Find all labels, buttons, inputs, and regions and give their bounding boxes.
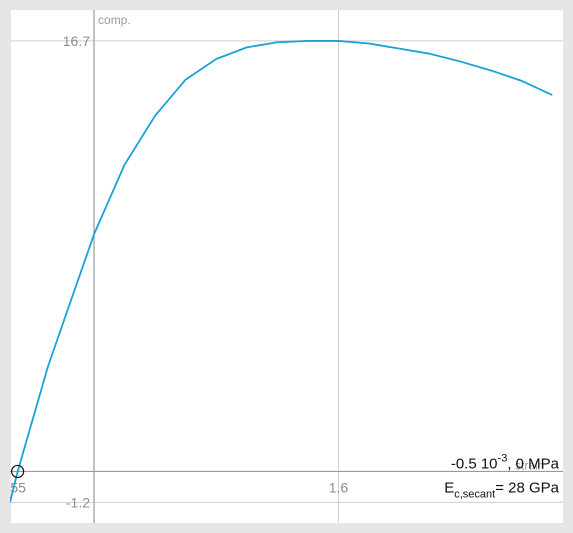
secant-value: = 28 GPa [495,479,559,496]
secant-symbol: E [444,479,454,496]
grid-layer [10,10,563,523]
secant-subscript: c,secant [454,488,495,500]
point-exponent: -3 [498,452,508,464]
y-tick-label-1: -1.2 [66,494,90,510]
point-readout: -0.5 10-3, 0 MPa Ec,secant= 28 GPa [444,452,559,500]
x-tick-label-1: 1.6 [329,479,349,495]
tick-layer: -0.551.616.7-1.2 [10,33,348,510]
secant-modulus-text: Ec,secant= 28 GPa [444,479,559,500]
point-stress: , 0 MPa [507,455,559,472]
stress-strain-curve[interactable] [10,40,553,503]
x-axis-name: strain [515,458,544,472]
point-readout-text: -0.5 10-3, 0 MPa [451,452,560,472]
chart-panel: comp. strain -0.551.616.7-1.2 -0.5 10-3,… [10,10,563,523]
y-tick-label-0: 16.7 [63,33,90,49]
axis-layer: comp. strain [10,10,563,523]
y-axis-name: comp. [98,13,131,27]
stress-strain-chart[interactable]: comp. strain -0.551.616.7-1.2 -0.5 10-3,… [10,10,563,523]
selected-point-marker[interactable] [11,464,25,479]
point-coords: -0.5 10 [451,455,498,472]
